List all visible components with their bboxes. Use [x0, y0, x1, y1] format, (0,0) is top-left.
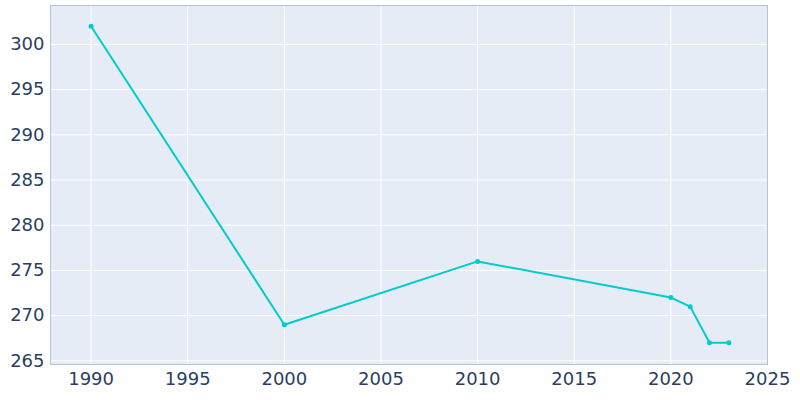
svg-text:2005: 2005: [358, 368, 404, 389]
svg-text:275: 275: [10, 259, 44, 280]
svg-text:2000: 2000: [261, 368, 307, 389]
svg-text:265: 265: [10, 350, 44, 371]
svg-text:290: 290: [10, 124, 44, 145]
svg-text:1990: 1990: [68, 368, 114, 389]
svg-text:1995: 1995: [165, 368, 211, 389]
svg-text:2010: 2010: [455, 368, 501, 389]
svg-text:2025: 2025: [745, 368, 791, 389]
svg-text:2015: 2015: [551, 368, 597, 389]
svg-text:285: 285: [10, 169, 44, 190]
svg-text:280: 280: [10, 214, 44, 235]
svg-text:295: 295: [10, 78, 44, 99]
svg-text:270: 270: [10, 304, 44, 325]
svg-text:2020: 2020: [648, 368, 694, 389]
svg-text:300: 300: [10, 33, 44, 54]
